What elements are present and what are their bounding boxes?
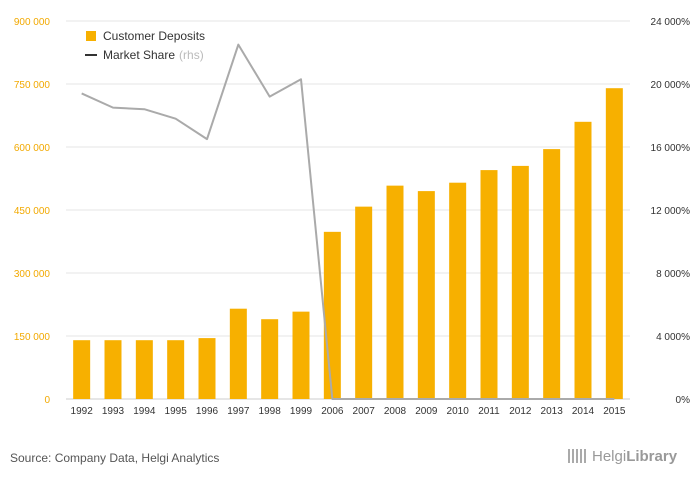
right-tick-label: 20 000% bbox=[651, 80, 691, 91]
legend-deposits-label: Customer Deposits bbox=[103, 29, 205, 43]
right-tick-label: 4 000% bbox=[656, 332, 690, 343]
source-note: Source: Company Data, Helgi Analytics bbox=[10, 451, 220, 465]
bar bbox=[292, 311, 310, 399]
x-tick-label: 1993 bbox=[102, 406, 125, 417]
legend: Customer Deposits Market Share (rhs) bbox=[85, 29, 205, 62]
bar bbox=[605, 88, 623, 399]
right-tick-label: 12 000% bbox=[651, 206, 691, 217]
x-tick-label: 1994 bbox=[133, 406, 156, 417]
x-tick-label: 2013 bbox=[541, 406, 564, 417]
right-tick-label: 16 000% bbox=[651, 143, 691, 154]
bar bbox=[73, 340, 91, 399]
left-tick-label: 750 000 bbox=[14, 80, 51, 91]
right-tick-label: 24 000% bbox=[651, 17, 691, 28]
x-tick-label: 1992 bbox=[71, 406, 94, 417]
logo-text-a: Helgi bbox=[592, 448, 627, 465]
x-tick-label: 2006 bbox=[321, 406, 344, 417]
x-tick-label: 2014 bbox=[572, 406, 595, 417]
bar bbox=[449, 182, 467, 399]
x-tick-label: 2010 bbox=[447, 406, 470, 417]
left-tick-label: 150 000 bbox=[14, 332, 51, 343]
bar bbox=[574, 121, 592, 400]
legend-share-label: Market Share (rhs) bbox=[103, 48, 204, 62]
left-tick-label: 300 000 bbox=[14, 269, 51, 280]
left-tick-label: 600 000 bbox=[14, 143, 51, 154]
x-tick-label: 2009 bbox=[415, 406, 438, 417]
bar bbox=[417, 191, 435, 399]
right-axis-ticks: 0% 4 000% 8 000% 12 000% 16 000% 20 000% 24 00… bbox=[651, 17, 691, 406]
x-tick-label: 2012 bbox=[509, 406, 532, 417]
logo-icon bbox=[568, 449, 588, 463]
bar bbox=[167, 340, 185, 399]
grid-lines bbox=[66, 20, 630, 400]
x-tick-label: 1997 bbox=[227, 406, 250, 417]
bar bbox=[198, 338, 216, 399]
left-tick-label: 900 000 bbox=[14, 17, 51, 28]
x-tick-label: 1999 bbox=[290, 406, 313, 417]
bars bbox=[73, 88, 623, 400]
right-tick-label: 0% bbox=[676, 395, 691, 406]
market-share-path bbox=[81, 43, 615, 400]
legend-deposits-swatch bbox=[86, 31, 96, 41]
x-tick-label: 2007 bbox=[353, 406, 376, 417]
chart: 0 150 000 300 000 450 000 600 000 750 000 900 … bbox=[14, 17, 691, 417]
left-axis-ticks: 0 150 000 300 000 450 000 600 000 750 000 900 … bbox=[14, 17, 51, 406]
bar bbox=[323, 231, 341, 399]
bar bbox=[229, 308, 247, 399]
legend-share-name: Market Share bbox=[103, 48, 175, 62]
x-tick-label: 2008 bbox=[384, 406, 407, 417]
x-tick-label: 1996 bbox=[196, 406, 219, 417]
bar bbox=[511, 165, 529, 399]
helgi-library-logo: HelgiLibrary bbox=[568, 448, 677, 465]
bar bbox=[543, 149, 561, 399]
bar bbox=[355, 206, 373, 399]
bar bbox=[386, 185, 404, 399]
logo-text-b: Library bbox=[626, 448, 678, 465]
left-tick-label: 0 bbox=[44, 395, 50, 406]
left-tick-label: 450 000 bbox=[14, 206, 51, 217]
x-tick-label: 2011 bbox=[478, 406, 500, 417]
bar bbox=[261, 319, 279, 399]
x-tick-label: 2015 bbox=[603, 406, 626, 417]
x-tick-label: 1998 bbox=[259, 406, 282, 417]
market-share-line bbox=[81, 43, 615, 400]
x-tick-label: 1995 bbox=[165, 406, 188, 417]
x-axis-ticks: 1992 1993 1994 1995 1996 1997 1998 1999 2006 2007… bbox=[71, 406, 626, 417]
legend-share-suffix: (rhs) bbox=[179, 48, 204, 62]
right-tick-label: 8 000% bbox=[656, 269, 690, 280]
bar bbox=[480, 170, 498, 399]
bar bbox=[104, 340, 122, 399]
bar bbox=[135, 340, 153, 399]
